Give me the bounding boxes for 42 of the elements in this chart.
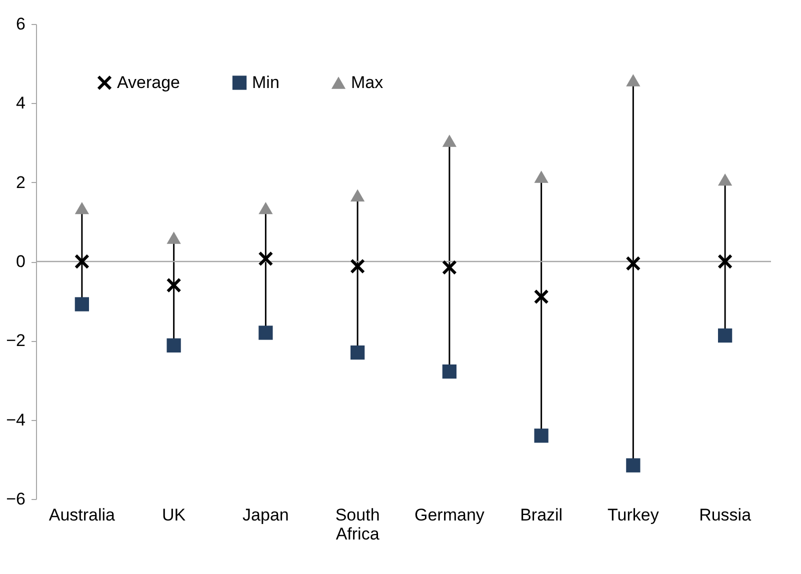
x-tick-label: Germany: [414, 506, 485, 524]
point: [350, 259, 365, 274]
x-tick-label: Russia: [699, 506, 752, 524]
y-tick-label: 6: [16, 14, 26, 34]
point: [442, 364, 457, 379]
point: [626, 74, 640, 86]
point: [626, 458, 640, 472]
legend-label: Min: [252, 72, 280, 92]
point: [258, 202, 273, 214]
x-tick-label: Australia: [48, 506, 116, 524]
point: [534, 428, 548, 443]
point: [626, 256, 640, 271]
x-tick-label: Japan: [242, 506, 289, 524]
point: [74, 202, 90, 214]
point: [166, 338, 181, 352]
point: [350, 189, 365, 202]
point: [534, 290, 548, 304]
y-tick-label: 0: [16, 252, 26, 271]
x-tick-label: Brazil: [520, 506, 563, 524]
y-tick-label: −4: [6, 410, 26, 430]
point: [166, 232, 181, 244]
point: [74, 254, 90, 269]
point: [534, 170, 548, 183]
x-tick-label: UK: [162, 506, 186, 524]
y-tick-label: 4: [16, 94, 26, 113]
y-tick-label: −6: [6, 490, 26, 508]
point: [442, 134, 457, 147]
y-tick-label: −2: [6, 331, 26, 350]
y-tick-label: 2: [16, 172, 26, 192]
legend-label: Average: [117, 72, 180, 92]
x-tick-label: South Africa: [335, 506, 380, 544]
point: [74, 297, 90, 312]
point: [718, 254, 732, 269]
point: [718, 173, 732, 186]
point: [166, 278, 181, 292]
point: [350, 345, 365, 360]
point: [258, 326, 273, 340]
point: [442, 260, 457, 275]
legend-label: Max: [351, 72, 384, 92]
x-tick-label: Turkey: [608, 506, 660, 524]
point: [258, 252, 273, 266]
point: [718, 328, 732, 343]
